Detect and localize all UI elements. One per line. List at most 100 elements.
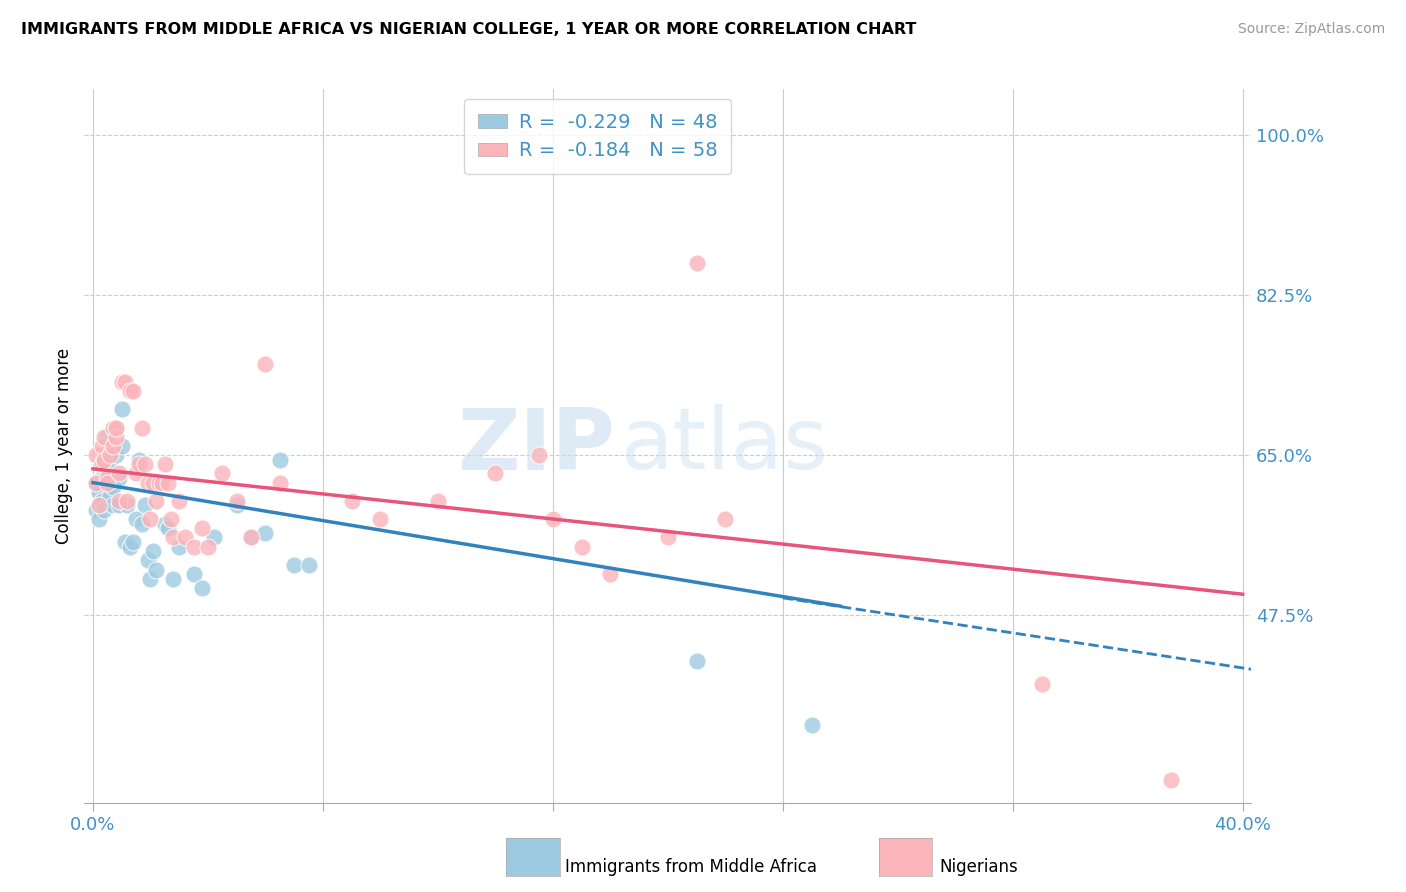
Point bbox=[104, 420, 127, 434]
Point bbox=[370, 512, 392, 526]
Point bbox=[426, 494, 449, 508]
Point bbox=[87, 499, 110, 513]
Point bbox=[93, 471, 115, 485]
Point bbox=[101, 480, 124, 494]
Text: Nigerians: Nigerians bbox=[939, 858, 1018, 876]
Point bbox=[225, 494, 247, 508]
Point bbox=[527, 448, 550, 462]
Point bbox=[90, 471, 112, 485]
Point bbox=[162, 531, 184, 545]
Point bbox=[120, 540, 142, 554]
Point bbox=[599, 567, 621, 582]
Point bbox=[148, 475, 170, 490]
Point bbox=[142, 475, 165, 490]
Point bbox=[96, 430, 118, 444]
Point bbox=[131, 516, 153, 531]
Point bbox=[254, 525, 277, 540]
Text: Immigrants from Middle Africa: Immigrants from Middle Africa bbox=[565, 858, 817, 876]
Point bbox=[139, 572, 162, 586]
Point bbox=[685, 654, 707, 668]
Point bbox=[101, 439, 124, 453]
Point bbox=[484, 467, 506, 481]
Point bbox=[191, 521, 214, 535]
Point bbox=[254, 357, 277, 371]
Point bbox=[283, 558, 305, 572]
Point bbox=[108, 471, 131, 485]
Point bbox=[96, 462, 118, 476]
Point bbox=[125, 512, 148, 526]
Point bbox=[153, 458, 176, 472]
Point bbox=[136, 553, 159, 567]
Point bbox=[117, 494, 139, 508]
Point bbox=[122, 535, 145, 549]
Point bbox=[167, 494, 190, 508]
Point bbox=[101, 420, 124, 434]
Point bbox=[101, 499, 124, 513]
Point bbox=[162, 572, 184, 586]
Point bbox=[90, 494, 112, 508]
Point bbox=[685, 256, 707, 270]
Point bbox=[128, 452, 150, 467]
Point bbox=[571, 540, 593, 554]
Point bbox=[114, 375, 136, 389]
Point bbox=[134, 499, 156, 513]
Point bbox=[125, 467, 148, 481]
Point bbox=[800, 718, 823, 732]
Point bbox=[167, 540, 190, 554]
Point bbox=[136, 475, 159, 490]
Text: Source: ZipAtlas.com: Source: ZipAtlas.com bbox=[1237, 22, 1385, 37]
Point bbox=[191, 581, 214, 595]
Point bbox=[114, 535, 136, 549]
Point bbox=[87, 484, 110, 499]
Point bbox=[98, 452, 121, 467]
Point bbox=[269, 452, 291, 467]
Point bbox=[139, 512, 162, 526]
Point bbox=[84, 475, 107, 490]
Point bbox=[197, 540, 219, 554]
Point bbox=[108, 499, 131, 513]
Point bbox=[541, 512, 564, 526]
Point bbox=[183, 540, 205, 554]
Y-axis label: College, 1 year or more: College, 1 year or more bbox=[55, 348, 73, 544]
Point bbox=[145, 494, 167, 508]
Point bbox=[98, 489, 121, 503]
Point bbox=[111, 439, 134, 453]
Point bbox=[159, 512, 181, 526]
Point bbox=[340, 494, 363, 508]
Point bbox=[90, 439, 112, 453]
Point bbox=[96, 475, 118, 490]
Text: atlas: atlas bbox=[621, 404, 830, 488]
Point bbox=[211, 467, 233, 481]
Point bbox=[297, 558, 319, 572]
Point bbox=[117, 499, 139, 513]
Point bbox=[1031, 677, 1053, 691]
Text: IMMIGRANTS FROM MIDDLE AFRICA VS NIGERIAN COLLEGE, 1 YEAR OR MORE CORRELATION CH: IMMIGRANTS FROM MIDDLE AFRICA VS NIGERIA… bbox=[21, 22, 917, 37]
Point bbox=[269, 475, 291, 490]
Point bbox=[93, 503, 115, 517]
Point bbox=[156, 475, 179, 490]
Point bbox=[657, 531, 679, 545]
Point bbox=[84, 503, 107, 517]
Point bbox=[225, 499, 247, 513]
Point bbox=[90, 458, 112, 472]
Point bbox=[1160, 772, 1182, 787]
Point bbox=[120, 384, 142, 398]
Point bbox=[108, 467, 131, 481]
Text: ZIP: ZIP bbox=[457, 404, 616, 488]
Point bbox=[202, 531, 225, 545]
Point bbox=[98, 448, 121, 462]
Point bbox=[104, 430, 127, 444]
Point bbox=[131, 420, 153, 434]
Point bbox=[108, 494, 131, 508]
Point bbox=[93, 458, 115, 472]
Point bbox=[93, 452, 115, 467]
Point bbox=[134, 458, 156, 472]
Point bbox=[111, 375, 134, 389]
Point bbox=[93, 430, 115, 444]
Point bbox=[240, 531, 263, 545]
Point bbox=[122, 384, 145, 398]
Point bbox=[714, 512, 737, 526]
Point bbox=[84, 475, 107, 490]
Point bbox=[153, 516, 176, 531]
Point bbox=[84, 448, 107, 462]
